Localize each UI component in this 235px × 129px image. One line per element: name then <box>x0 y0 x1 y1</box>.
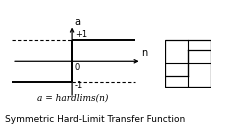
Text: Symmetric Hard-Limit Transfer Function: Symmetric Hard-Limit Transfer Function <box>5 115 185 124</box>
Text: a = hardlims(n): a = hardlims(n) <box>37 93 108 102</box>
Text: -1: -1 <box>75 80 83 90</box>
Text: a: a <box>74 18 80 27</box>
Text: n: n <box>141 48 147 58</box>
Text: 0: 0 <box>74 63 79 72</box>
Text: +1: +1 <box>75 30 87 39</box>
